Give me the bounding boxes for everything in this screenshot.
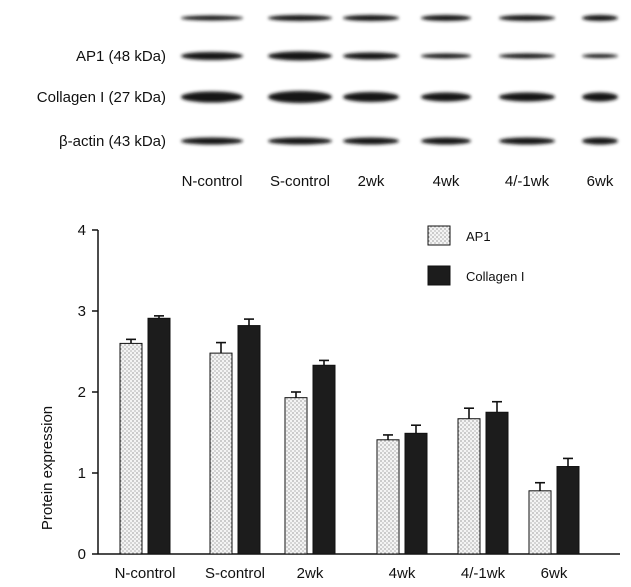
- blot-band: [268, 15, 332, 21]
- blot-band: [499, 15, 555, 21]
- blot-lane-label: 2wk: [358, 173, 385, 190]
- bar-collagen-i: [556, 466, 580, 555]
- blot-lane-label: 4/-1wk: [505, 173, 550, 190]
- bar-collagen-i: [485, 411, 509, 555]
- x-tick-label: 2wk: [297, 565, 324, 582]
- bar-collagen-i: [147, 317, 171, 555]
- bar-ap1: [119, 342, 143, 555]
- blot-band: [421, 53, 471, 59]
- y-tick-label: 0: [78, 546, 86, 563]
- western-blot-panel: AP1 (48 kDa) Collagen I (27 kDa) β-actin (…: [37, 15, 618, 190]
- blot-band: [181, 91, 243, 103]
- blot-band: [499, 92, 555, 102]
- blot-band: [421, 137, 471, 145]
- blot-band: [181, 52, 243, 60]
- blot-band: [181, 137, 243, 145]
- blot-band: [343, 137, 399, 145]
- y-tick-label: 2: [78, 384, 86, 401]
- bar-ap1: [284, 397, 308, 555]
- bar-collagen-i: [312, 364, 336, 555]
- blot-band: [181, 15, 243, 21]
- blot-band: [268, 137, 332, 145]
- blot-lane-label: 6wk: [587, 173, 614, 190]
- blot-band: [582, 15, 618, 21]
- blot-band: [421, 15, 471, 21]
- bar-collagen-i: [237, 325, 261, 555]
- blot-band: [343, 15, 399, 21]
- blot-row-label: Collagen I (27 kDa): [37, 89, 166, 106]
- x-tick-label: 4/-1wk: [461, 565, 506, 582]
- y-tick-label: 4: [78, 222, 86, 239]
- blot-band: [343, 52, 399, 60]
- bar-ap1: [376, 439, 400, 555]
- legend-label: Collagen I: [466, 269, 525, 284]
- bar-ap1: [209, 352, 233, 555]
- blot-band: [499, 53, 555, 59]
- blot-band: [582, 54, 618, 58]
- y-tick-label: 3: [78, 303, 86, 320]
- blot-band: [499, 137, 555, 145]
- x-tick-label: 4wk: [389, 565, 416, 582]
- bar-ap1: [457, 418, 481, 555]
- y-axis-title: Protein expression: [39, 406, 56, 530]
- blot-band: [343, 92, 399, 102]
- blot-lane-label: S-control: [270, 173, 330, 190]
- blot-band: [268, 51, 332, 61]
- blot-band: [268, 91, 332, 103]
- blot-band: [421, 92, 471, 102]
- y-tick-label: 1: [78, 465, 86, 482]
- legend-swatch: [427, 225, 451, 246]
- blot-band: [582, 92, 618, 102]
- x-tick-label: N-control: [115, 565, 176, 582]
- bar-collagen-i: [404, 432, 428, 555]
- blot-lane-label: N-control: [182, 173, 243, 190]
- x-tick-label: 6wk: [541, 565, 568, 582]
- legend-swatch: [427, 265, 451, 286]
- bar-ap1: [528, 490, 552, 555]
- blot-row-label: AP1 (48 kDa): [76, 48, 166, 65]
- blot-lane-label: 4wk: [433, 173, 460, 190]
- legend-label: AP1: [466, 229, 491, 244]
- blot-row-label: β-actin (43 kDa): [59, 133, 166, 150]
- legend: AP1 Collagen I: [427, 225, 525, 286]
- x-tick-label: S-control: [205, 565, 265, 582]
- blot-band: [582, 137, 618, 145]
